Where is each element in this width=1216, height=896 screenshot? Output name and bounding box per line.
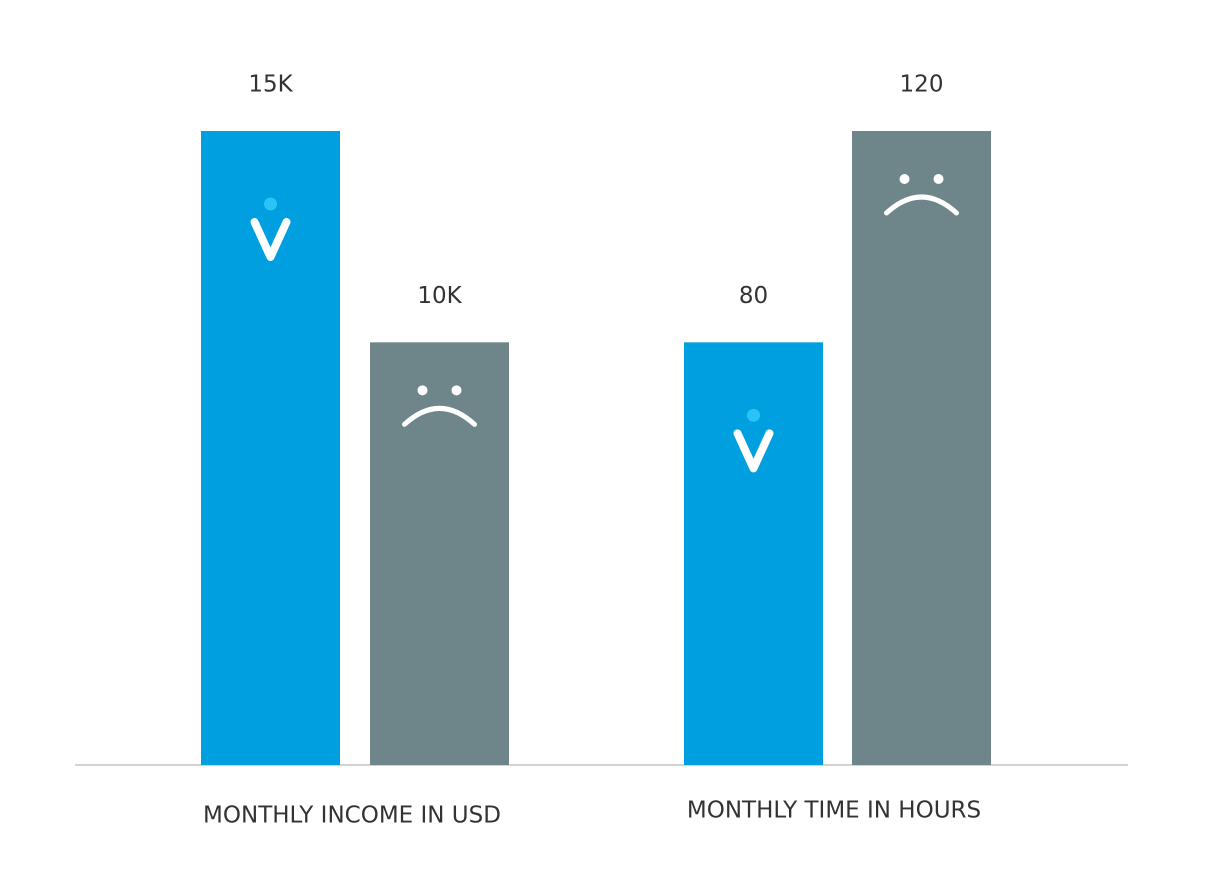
sad-mouth — [402, 405, 477, 427]
sad-eye — [933, 174, 944, 184]
value-label: 120 — [900, 72, 944, 98]
logo-v — [250, 218, 291, 261]
x-axis-label: MONTHLY TIME IN HOURS — [687, 798, 981, 824]
sad-eye — [899, 174, 910, 184]
value-label: 15K — [248, 72, 293, 98]
sad-eye — [451, 385, 462, 396]
sad-mouth — [884, 194, 959, 216]
value-label: 80 — [739, 283, 768, 309]
bar — [852, 131, 991, 765]
logo-dot — [264, 197, 277, 211]
value-label: 10K — [417, 283, 462, 309]
bar — [684, 342, 823, 765]
bar — [370, 342, 509, 765]
logo-dot — [747, 408, 760, 422]
bar — [201, 131, 340, 765]
logo-v — [733, 429, 774, 473]
sad-eye — [417, 385, 428, 396]
x-axis-label: MONTHLY INCOME IN USD — [203, 803, 501, 829]
